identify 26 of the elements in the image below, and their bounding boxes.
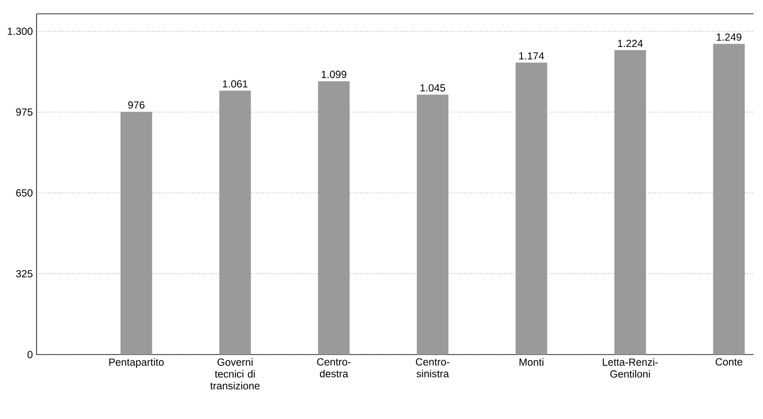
y-tick-label: 1.300 bbox=[8, 28, 33, 36]
x-tick-label: Pentapartito bbox=[109, 358, 164, 368]
bar bbox=[318, 81, 350, 355]
data-label: 1.099 bbox=[322, 70, 346, 78]
y-tick-label: 650 bbox=[16, 189, 33, 197]
bar bbox=[713, 44, 745, 355]
data-label: 1.224 bbox=[618, 40, 643, 48]
bar bbox=[219, 90, 251, 355]
data-label: 1.174 bbox=[519, 52, 544, 60]
x-tick-label: Governi tecnici di transizione bbox=[210, 358, 260, 390]
x-tick-label: Monti bbox=[520, 358, 544, 366]
y-tick-label: 325 bbox=[16, 270, 32, 278]
x-tick-label: Centro-destra bbox=[317, 358, 351, 378]
data-label: 1.061 bbox=[222, 80, 248, 88]
data-label: 1.045 bbox=[420, 84, 446, 92]
x-tick-label: Conte bbox=[716, 358, 742, 366]
data-label: 976 bbox=[128, 101, 144, 109]
data-label: 1.249 bbox=[716, 34, 742, 41]
bar bbox=[614, 50, 646, 355]
x-tick-label: Letta-Renzi-Gentiloni bbox=[602, 358, 658, 378]
x-tick-label: Centro-sinistra bbox=[416, 358, 450, 378]
bar bbox=[516, 62, 548, 355]
y-tick-label: 0 bbox=[28, 351, 33, 358]
bar bbox=[120, 112, 152, 355]
y-tick-label: 975 bbox=[16, 108, 32, 116]
bar bbox=[416, 94, 448, 355]
